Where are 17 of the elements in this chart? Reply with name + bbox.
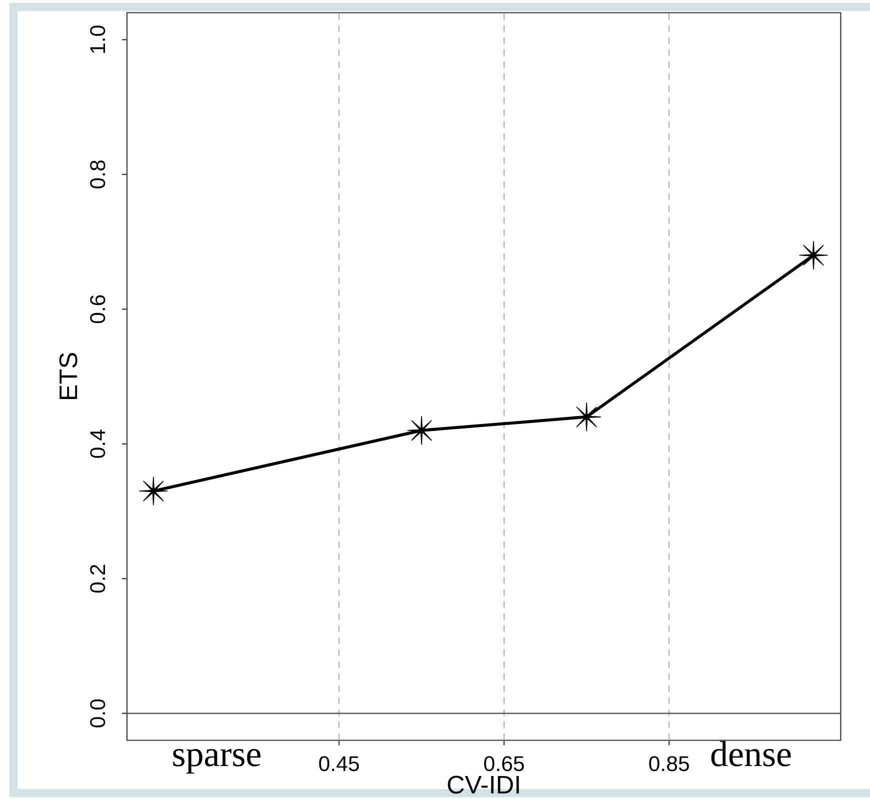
y-tick-label: 0.4 [90, 430, 106, 458]
x-tick-label: 0.65 [484, 756, 524, 772]
text: sparse [173, 749, 260, 774]
y-tick-label: 0.2 [90, 564, 106, 593]
point [572, 402, 601, 432]
y-tick-label: 0.0 [90, 699, 106, 728]
text: dense [711, 741, 791, 766]
point [407, 416, 436, 445]
point [799, 240, 828, 270]
y-tick-label: 0.8 [90, 160, 106, 188]
x-tick-label: 0.45 [319, 756, 359, 772]
y-tick-label: 1.0 [90, 26, 106, 53]
x-tick-label: 0.85 [649, 756, 689, 772]
y-axis-title: ETS [59, 353, 78, 400]
x-axis-title: CV-IDI [448, 776, 519, 794]
y-tick-label: 0.6 [90, 295, 106, 324]
point [139, 476, 168, 506]
